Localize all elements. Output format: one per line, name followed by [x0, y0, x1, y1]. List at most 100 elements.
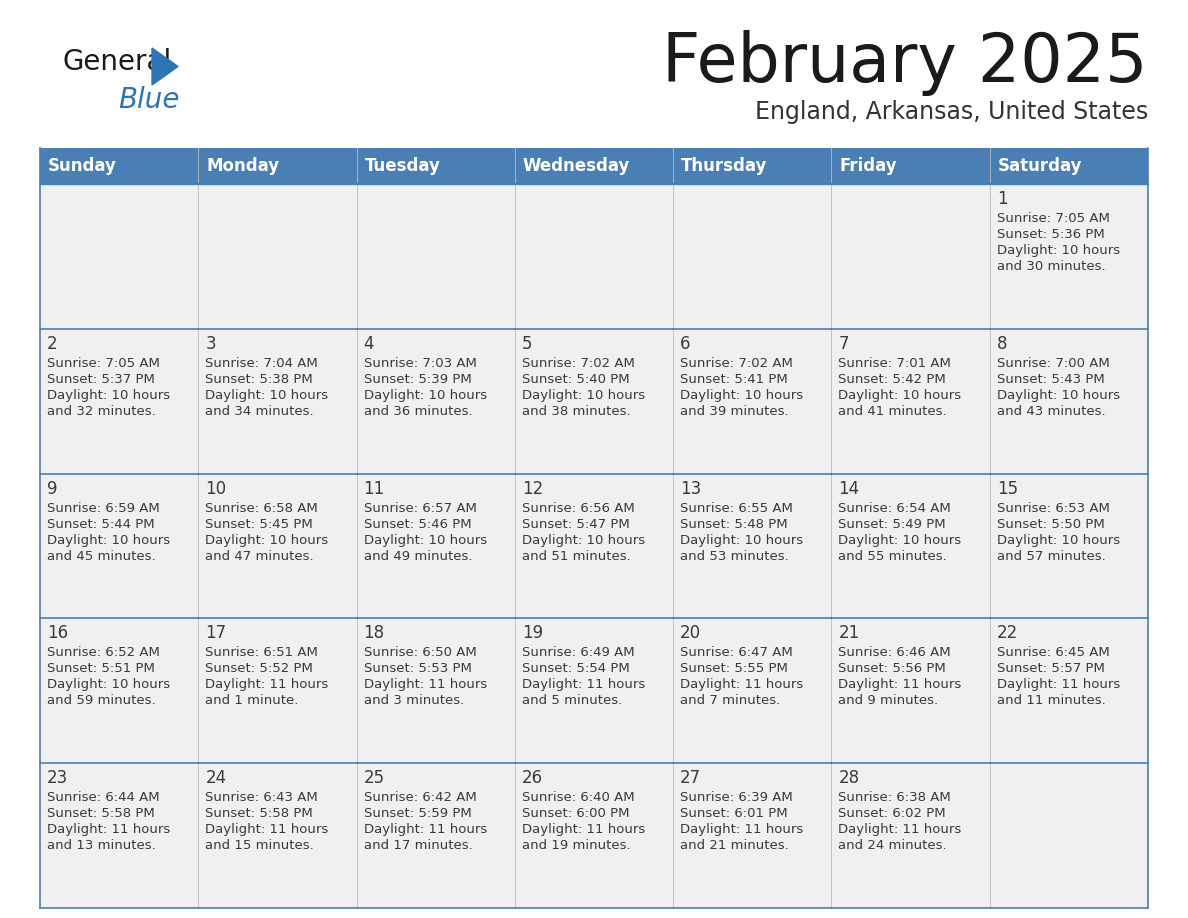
Text: Tuesday: Tuesday — [365, 157, 441, 175]
Text: Daylight: 10 hours: Daylight: 10 hours — [997, 533, 1120, 546]
Text: Sunset: 5:41 PM: Sunset: 5:41 PM — [681, 373, 788, 386]
Text: Sunset: 5:36 PM: Sunset: 5:36 PM — [997, 228, 1105, 241]
Text: 8: 8 — [997, 335, 1007, 353]
Bar — [990, 763, 1148, 908]
Text: Sunrise: 6:43 AM: Sunrise: 6:43 AM — [206, 791, 318, 804]
Bar — [356, 184, 514, 329]
Text: Sunrise: 6:45 AM: Sunrise: 6:45 AM — [997, 646, 1110, 659]
Text: Sunrise: 7:05 AM: Sunrise: 7:05 AM — [48, 357, 160, 370]
Text: and 53 minutes.: and 53 minutes. — [681, 550, 789, 563]
Text: Sunset: 5:47 PM: Sunset: 5:47 PM — [522, 518, 630, 531]
Bar — [674, 474, 832, 619]
Text: Sunset: 5:38 PM: Sunset: 5:38 PM — [206, 373, 312, 386]
Bar — [40, 148, 1148, 184]
Text: Sunrise: 7:02 AM: Sunrise: 7:02 AM — [681, 357, 794, 370]
Text: Sunrise: 6:46 AM: Sunrise: 6:46 AM — [839, 646, 952, 659]
Text: 7: 7 — [839, 335, 849, 353]
Bar — [674, 184, 832, 329]
Text: Sunset: 5:40 PM: Sunset: 5:40 PM — [522, 373, 630, 386]
Bar — [198, 329, 356, 474]
Text: and 15 minutes.: and 15 minutes. — [206, 839, 314, 852]
Text: and 11 minutes.: and 11 minutes. — [997, 694, 1106, 708]
Text: and 1 minute.: and 1 minute. — [206, 694, 298, 708]
Bar — [40, 619, 198, 763]
Text: Saturday: Saturday — [998, 157, 1082, 175]
Text: Sunrise: 7:03 AM: Sunrise: 7:03 AM — [364, 357, 476, 370]
Text: Sunrise: 6:57 AM: Sunrise: 6:57 AM — [364, 501, 476, 515]
Text: Daylight: 10 hours: Daylight: 10 hours — [839, 389, 961, 402]
Text: Blue: Blue — [118, 86, 179, 114]
Text: and 24 minutes.: and 24 minutes. — [839, 839, 947, 852]
Text: and 17 minutes.: and 17 minutes. — [364, 839, 473, 852]
Text: and 45 minutes.: and 45 minutes. — [48, 550, 156, 563]
Bar — [356, 329, 514, 474]
Text: 16: 16 — [48, 624, 68, 643]
Text: Sunset: 5:37 PM: Sunset: 5:37 PM — [48, 373, 154, 386]
Text: Sunrise: 6:51 AM: Sunrise: 6:51 AM — [206, 646, 318, 659]
Text: and 55 minutes.: and 55 minutes. — [839, 550, 947, 563]
Text: 5: 5 — [522, 335, 532, 353]
Bar — [832, 763, 990, 908]
Bar — [198, 184, 356, 329]
Text: Sunset: 5:42 PM: Sunset: 5:42 PM — [839, 373, 946, 386]
Text: Daylight: 11 hours: Daylight: 11 hours — [364, 678, 487, 691]
Text: Sunset: 6:01 PM: Sunset: 6:01 PM — [681, 807, 788, 820]
Text: and 30 minutes.: and 30 minutes. — [997, 260, 1105, 273]
Text: 1: 1 — [997, 190, 1007, 208]
Text: Daylight: 11 hours: Daylight: 11 hours — [364, 823, 487, 836]
Text: Sunset: 5:54 PM: Sunset: 5:54 PM — [522, 663, 630, 676]
Text: and 7 minutes.: and 7 minutes. — [681, 694, 781, 708]
Bar — [990, 184, 1148, 329]
Text: Daylight: 10 hours: Daylight: 10 hours — [206, 389, 328, 402]
Text: and 43 minutes.: and 43 minutes. — [997, 405, 1105, 418]
Text: Daylight: 10 hours: Daylight: 10 hours — [522, 389, 645, 402]
Bar — [832, 329, 990, 474]
Text: Sunrise: 6:55 AM: Sunrise: 6:55 AM — [681, 501, 794, 515]
Bar — [198, 763, 356, 908]
Text: Sunrise: 7:00 AM: Sunrise: 7:00 AM — [997, 357, 1110, 370]
Text: Daylight: 11 hours: Daylight: 11 hours — [522, 678, 645, 691]
Text: Monday: Monday — [207, 157, 279, 175]
Text: Daylight: 10 hours: Daylight: 10 hours — [206, 533, 328, 546]
Text: and 36 minutes.: and 36 minutes. — [364, 405, 472, 418]
Text: Sunrise: 7:02 AM: Sunrise: 7:02 AM — [522, 357, 634, 370]
Bar — [832, 619, 990, 763]
Bar — [40, 763, 198, 908]
Text: Sunrise: 6:38 AM: Sunrise: 6:38 AM — [839, 791, 952, 804]
Text: 28: 28 — [839, 769, 860, 788]
Text: Daylight: 10 hours: Daylight: 10 hours — [364, 389, 487, 402]
Text: and 38 minutes.: and 38 minutes. — [522, 405, 631, 418]
Text: Sunset: 5:46 PM: Sunset: 5:46 PM — [364, 518, 472, 531]
Text: 4: 4 — [364, 335, 374, 353]
Text: Daylight: 11 hours: Daylight: 11 hours — [206, 823, 329, 836]
Bar — [674, 763, 832, 908]
Text: Wednesday: Wednesday — [523, 157, 630, 175]
Text: Sunrise: 6:47 AM: Sunrise: 6:47 AM — [681, 646, 792, 659]
Text: Sunset: 6:00 PM: Sunset: 6:00 PM — [522, 807, 630, 820]
Text: Sunset: 5:49 PM: Sunset: 5:49 PM — [839, 518, 946, 531]
Text: England, Arkansas, United States: England, Arkansas, United States — [754, 100, 1148, 124]
Text: and 21 minutes.: and 21 minutes. — [681, 839, 789, 852]
Text: 17: 17 — [206, 624, 227, 643]
Text: 18: 18 — [364, 624, 385, 643]
Text: Daylight: 11 hours: Daylight: 11 hours — [997, 678, 1120, 691]
Text: and 49 minutes.: and 49 minutes. — [364, 550, 472, 563]
Text: Daylight: 11 hours: Daylight: 11 hours — [48, 823, 170, 836]
Bar — [514, 763, 674, 908]
Text: Daylight: 11 hours: Daylight: 11 hours — [839, 678, 961, 691]
Bar — [198, 474, 356, 619]
Bar — [990, 329, 1148, 474]
Text: 24: 24 — [206, 769, 227, 788]
Text: Friday: Friday — [840, 157, 897, 175]
Text: Sunset: 5:55 PM: Sunset: 5:55 PM — [681, 663, 788, 676]
Bar — [674, 329, 832, 474]
Text: Sunrise: 6:58 AM: Sunrise: 6:58 AM — [206, 501, 318, 515]
Text: Sunset: 5:59 PM: Sunset: 5:59 PM — [364, 807, 472, 820]
Bar — [990, 474, 1148, 619]
Text: Daylight: 11 hours: Daylight: 11 hours — [839, 823, 961, 836]
Text: 9: 9 — [48, 479, 57, 498]
Text: Daylight: 10 hours: Daylight: 10 hours — [522, 533, 645, 546]
Text: Sunset: 5:52 PM: Sunset: 5:52 PM — [206, 663, 314, 676]
Text: 23: 23 — [48, 769, 68, 788]
Text: 11: 11 — [364, 479, 385, 498]
